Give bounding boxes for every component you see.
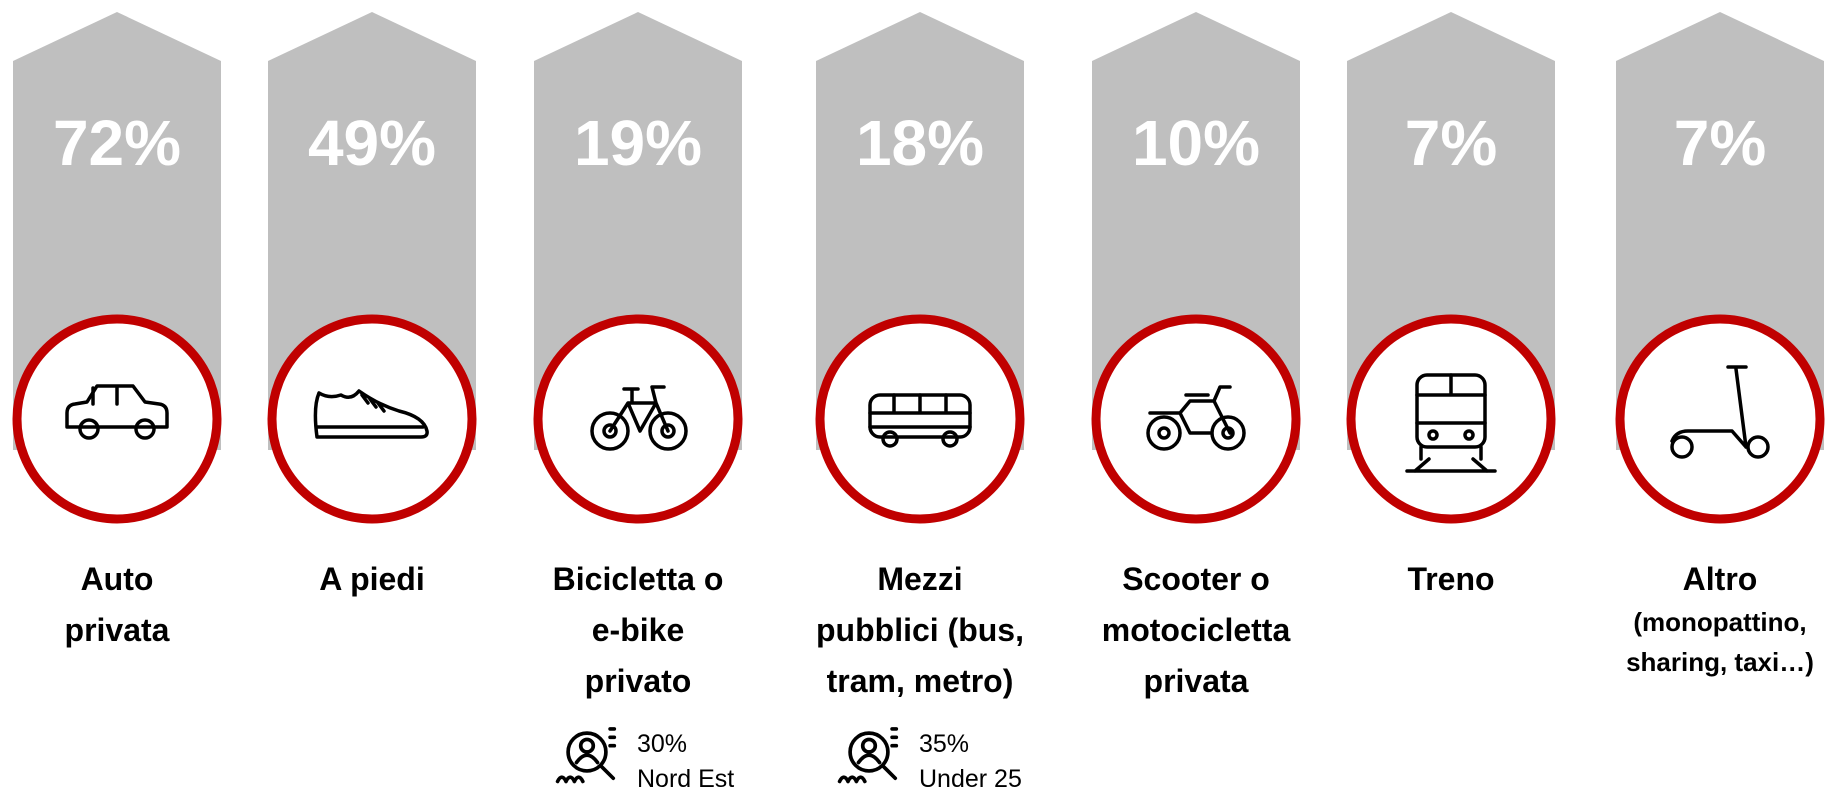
percentage: 19% <box>574 107 702 179</box>
transport-column: 18% Mezzi pubblici (bus, tram, metro) 35% Und… <box>815 12 1025 793</box>
transport-column: 72% Auto privata <box>12 12 222 648</box>
icon-circle <box>12 314 222 524</box>
note-text: Under 25 <box>919 765 1022 793</box>
mode-label: privata <box>65 612 170 648</box>
percentage: 72% <box>53 107 181 179</box>
mode-label: Treno <box>1407 561 1494 597</box>
transport-column: 7% Treno <box>1346 12 1556 597</box>
mode-label: e-bike <box>592 612 684 648</box>
note-icon <box>837 727 899 784</box>
mode-label: Altro <box>1683 561 1758 597</box>
mode-label: Scooter o <box>1122 561 1270 597</box>
percentage: 7% <box>1674 107 1767 179</box>
mode-label: Bicicletta o <box>553 561 724 597</box>
note-icon <box>555 727 617 784</box>
mode-label: motocicletta <box>1102 612 1291 648</box>
icon-circle <box>1346 314 1556 524</box>
transport-column: 7% Altro (monopattino, sharing, taxi…) <box>1615 12 1825 677</box>
percentage: 18% <box>856 107 984 179</box>
percentage: 10% <box>1132 107 1260 179</box>
note-text: Nord Est <box>637 765 734 793</box>
transport-icon <box>868 393 972 448</box>
mode-label: Mezzi <box>877 561 962 597</box>
percentage: 7% <box>1405 107 1498 179</box>
transport-column: 49% A piedi <box>267 12 477 597</box>
transport-icon <box>313 389 429 439</box>
mode-label: privata <box>1144 663 1249 699</box>
icon-circle <box>267 314 477 524</box>
transport-icon <box>1405 373 1497 473</box>
mode-label: pubblici (bus, <box>816 612 1024 648</box>
mode-label: privato <box>585 663 692 699</box>
mode-label: Auto <box>81 561 154 597</box>
transport-icon <box>590 385 688 451</box>
note-value: 30% <box>637 730 687 758</box>
mode-label: tram, metro) <box>827 663 1014 699</box>
transport-icon <box>1146 385 1246 451</box>
note-value: 35% <box>919 730 969 758</box>
percentage: 49% <box>308 107 436 179</box>
transport-column: 19% Bicicletta o e-bike privato 30% Nord Est <box>533 12 743 793</box>
icon-circle <box>815 314 1025 524</box>
icon-circle <box>1615 314 1825 524</box>
transport-column: 10% Scooter o motocicletta privata <box>1091 12 1301 699</box>
icon-circle <box>533 314 743 524</box>
transport-icon <box>65 384 169 440</box>
mode-label: A piedi <box>319 561 424 597</box>
transport-icon <box>1670 365 1770 459</box>
mode-detail: (monopattino, <box>1633 607 1806 637</box>
mode-detail: sharing, taxi…) <box>1626 647 1814 677</box>
icon-circle <box>1091 314 1301 524</box>
